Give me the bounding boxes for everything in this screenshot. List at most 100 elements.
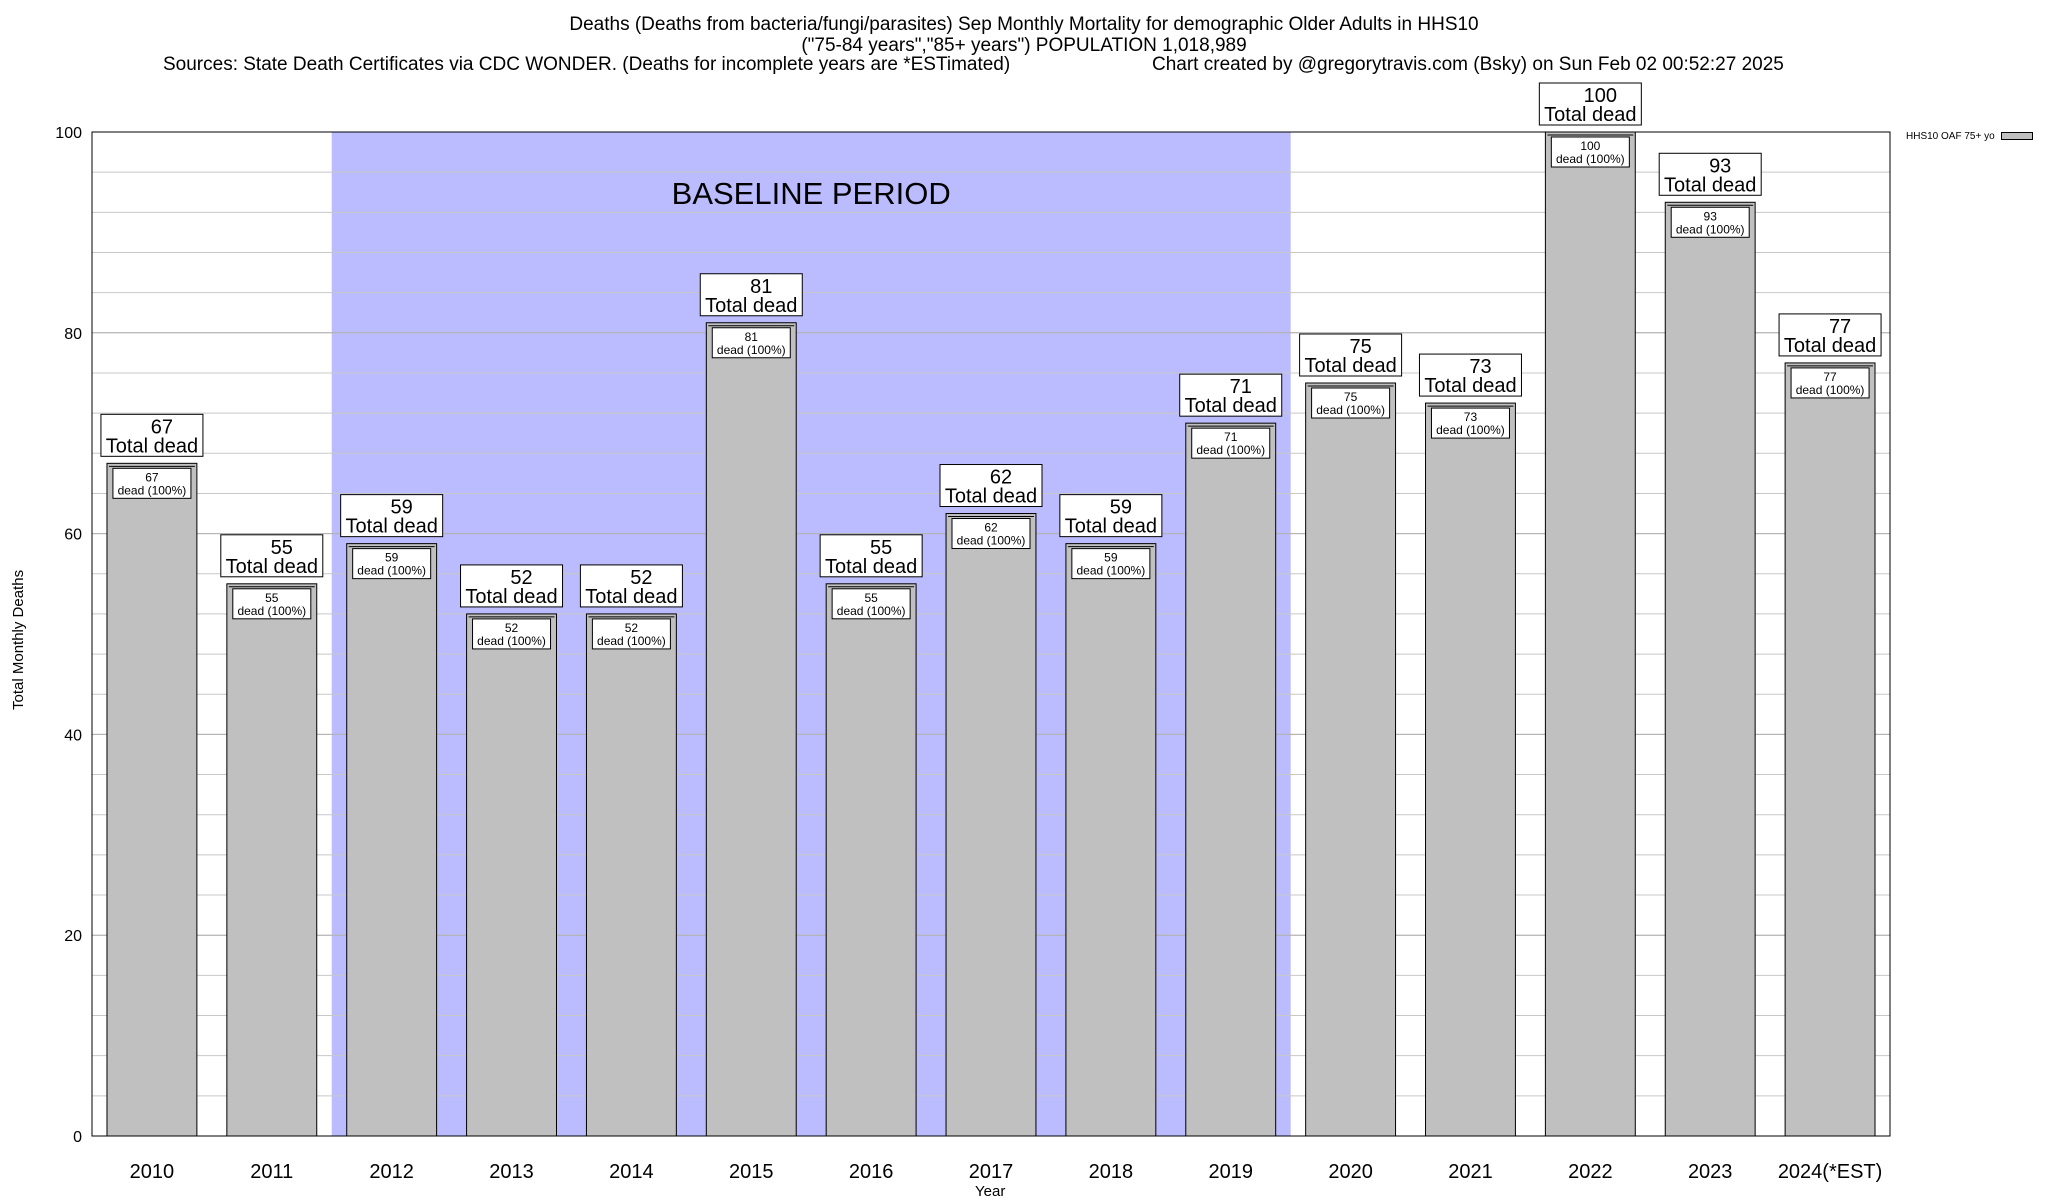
inner-label-box	[1430, 407, 1510, 439]
outer-label-text: Total dead	[1065, 516, 1157, 538]
outer-label-box	[1778, 313, 1882, 357]
outer-label-text: Total dead	[1185, 395, 1277, 417]
outer-label-box	[819, 534, 923, 578]
outer-label-value: 55	[271, 537, 293, 559]
bar	[1425, 402, 1516, 1137]
outer-label-box	[579, 564, 683, 608]
x-tick-label: 2020	[1328, 1161, 1373, 1183]
legend-swatch	[2000, 132, 2033, 141]
inner-label-value: 62	[984, 521, 998, 535]
bar	[705, 322, 797, 1137]
outer-label-text: Total dead	[346, 516, 438, 538]
bar	[226, 583, 318, 1137]
outer-label-text: Total dead	[1424, 375, 1516, 397]
inner-label-box	[951, 518, 1031, 550]
outer-label-box	[460, 564, 564, 608]
outer-label-text: Total dead	[1544, 104, 1636, 126]
outer-label-box	[220, 534, 324, 578]
inner-label-box	[1790, 367, 1870, 399]
inner-label-box	[472, 618, 552, 650]
bar	[1784, 362, 1876, 1137]
inner-label-text: dead (100%)	[1077, 564, 1146, 578]
inner-label-text: dead (100%)	[118, 483, 187, 497]
bar	[346, 543, 438, 1137]
inner-label-text: dead (100%)	[837, 604, 906, 618]
outer-label-text: Total dead	[705, 295, 797, 317]
outer-label-value: 52	[510, 567, 532, 589]
bar	[466, 613, 557, 1137]
bar	[585, 613, 677, 1137]
x-tick-label: 2014	[609, 1161, 654, 1183]
inner-label-box	[831, 588, 911, 620]
x-tick-label: 2011	[250, 1161, 293, 1183]
outer-label-box	[1418, 353, 1522, 397]
inner-label-text: dead (100%)	[477, 634, 546, 648]
inner-label-box	[1550, 136, 1630, 168]
bar	[1065, 543, 1157, 1137]
bar	[1305, 382, 1397, 1137]
outer-label-box	[699, 273, 803, 317]
y-tick-label: 60	[64, 527, 82, 544]
outer-label-text: Total dead	[226, 556, 318, 578]
y-tick-label: 80	[64, 326, 82, 343]
outer-label-text: Total dead	[1304, 355, 1396, 377]
outer-label-text: Total dead	[1664, 174, 1756, 196]
x-tick-label: 2022	[1568, 1161, 1613, 1183]
x-tick-label: 2023	[1688, 1161, 1733, 1183]
inner-label-text: dead (100%)	[597, 634, 666, 648]
bar	[945, 513, 1037, 1137]
outer-label-text: Total dead	[465, 586, 557, 608]
inner-label-value: 73	[1464, 410, 1478, 424]
outer-label-box	[1179, 373, 1283, 417]
y-tick-label: 20	[64, 928, 82, 945]
x-tick-label: 2019	[1208, 1161, 1253, 1183]
x-tick-label: 2016	[849, 1161, 894, 1183]
inner-label-value: 55	[864, 591, 878, 605]
inner-label-box	[1311, 387, 1391, 419]
outer-label-value: 93	[1709, 155, 1731, 177]
outer-label-value: 52	[630, 567, 652, 589]
baseline-period-label: BASELINE PERIOD	[672, 176, 951, 211]
inner-label-value: 81	[745, 330, 759, 344]
x-tick-label: 2021	[1448, 1161, 1493, 1183]
chart-title-line-2: ("75-84 years","85+ years") POPULATION 1…	[801, 35, 1247, 56]
outer-label-text: Total dead	[945, 486, 1037, 508]
inner-label-box	[112, 467, 192, 499]
chart-sources: Sources: State Death Certificates via CD…	[163, 54, 1011, 75]
outer-label-value: 75	[1349, 336, 1371, 358]
outer-label-text: Total dead	[585, 586, 677, 608]
bar	[106, 462, 198, 1137]
x-tick-label: 2015	[729, 1161, 774, 1183]
inner-label-text: dead (100%)	[1556, 152, 1625, 166]
inner-label-text: dead (100%)	[1316, 403, 1385, 417]
chart-title-line-1: Deaths (Deaths from bacteria/fungi/paras…	[569, 14, 1479, 35]
inner-label-value: 67	[145, 470, 159, 484]
inner-label-box	[1670, 206, 1750, 238]
outer-label-value: 73	[1469, 356, 1491, 378]
inner-label-box	[711, 327, 791, 359]
outer-label-value: 59	[1110, 497, 1132, 519]
y-tick-label: 0	[73, 1129, 82, 1146]
inner-label-text: dead (100%)	[237, 604, 306, 618]
outer-label-value: 55	[870, 537, 892, 559]
inner-label-value: 55	[265, 591, 279, 605]
inner-label-text: dead (100%)	[1796, 383, 1865, 397]
inner-label-box	[352, 548, 432, 580]
outer-label-text: Total dead	[1784, 335, 1876, 357]
x-axis-label: Year	[975, 1183, 1006, 1200]
outer-label-text: Total dead	[106, 435, 198, 457]
x-tick-label: 2024(*EST)	[1778, 1161, 1883, 1183]
inner-label-text: dead (100%)	[1436, 423, 1505, 437]
chart-credit: Chart created by @gregorytravis.com (Bsk…	[1152, 54, 1784, 75]
chart-title: Deaths (Deaths from bacteria/fungi/paras…	[0, 14, 2048, 56]
bar	[1544, 131, 1636, 1137]
bar	[825, 583, 917, 1137]
bar	[1664, 201, 1756, 1137]
plot-frame	[91, 131, 1891, 1137]
outer-label-box	[340, 494, 444, 538]
inner-label-value: 59	[385, 551, 399, 565]
inner-label-box	[591, 618, 671, 650]
outer-label-value: 67	[151, 416, 173, 438]
outer-label-value: 77	[1829, 316, 1851, 338]
